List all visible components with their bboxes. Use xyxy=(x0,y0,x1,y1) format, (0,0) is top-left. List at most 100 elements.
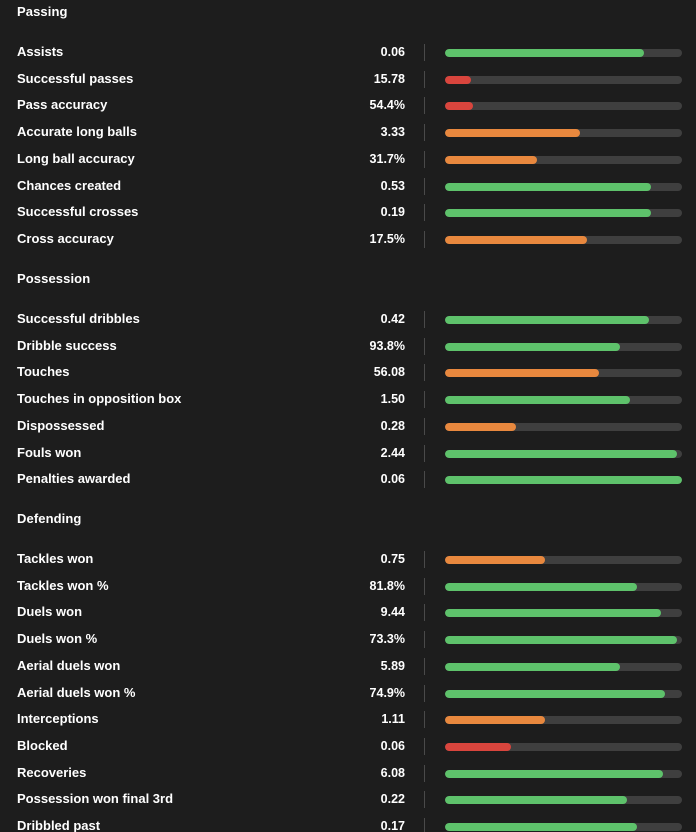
percentile-bar-fill xyxy=(445,75,472,84)
stat-row[interactable]: Long ball accuracy 31.7% xyxy=(0,146,696,173)
stats-section-possession: Possession Successful dribbles 0.42 Dribble… xyxy=(0,267,696,489)
stat-value: 3.33 xyxy=(380,125,405,140)
stat-label: Accurate long balls xyxy=(17,124,137,140)
stat-row[interactable]: Assists 0.06 xyxy=(0,39,696,66)
percentile-bar-track xyxy=(445,102,682,111)
stat-label: Duels won xyxy=(17,604,83,620)
stat-value: 74.9% xyxy=(369,685,405,700)
percentile-bar-track xyxy=(445,129,682,138)
stat-value: 2.44 xyxy=(380,445,405,460)
percentile-bar-fill xyxy=(445,449,678,458)
row-divider xyxy=(424,818,425,832)
row-divider xyxy=(424,364,425,382)
percentile-bar-fill xyxy=(445,742,512,751)
stat-row[interactable]: Cross accuracy 17.5% xyxy=(0,226,696,253)
row-divider xyxy=(424,631,425,649)
row-divider xyxy=(424,177,425,195)
stat-value: 0.75 xyxy=(380,552,405,566)
stat-row[interactable]: Dispossessed 0.28 xyxy=(0,413,696,440)
stat-value: 0.22 xyxy=(380,792,405,807)
stat-row[interactable]: Dribble success 93.8% xyxy=(0,333,696,360)
percentile-bar-track xyxy=(445,556,682,564)
row-divider xyxy=(424,711,425,729)
row-divider xyxy=(424,471,425,489)
stat-label: Successful crosses xyxy=(17,204,139,220)
percentile-bar-fill xyxy=(445,235,588,244)
stat-row[interactable]: Dribbled past 0.17 xyxy=(0,813,696,832)
stat-value: 5.89 xyxy=(380,658,405,673)
row-divider xyxy=(424,791,425,809)
row-divider xyxy=(424,150,425,168)
percentile-bar-fill xyxy=(445,129,581,138)
stat-row[interactable]: Tackles won 0.75 xyxy=(0,546,696,573)
stat-row[interactable]: Tackles won % 81.8% xyxy=(0,573,696,600)
stat-row[interactable]: Touches in opposition box 1.50 xyxy=(0,386,696,413)
stat-row[interactable]: Possession won final 3rd 0.22 xyxy=(0,786,696,813)
stat-label: Tackles won % xyxy=(17,577,109,593)
row-divider xyxy=(424,337,425,355)
stat-label: Aerial duels won xyxy=(17,657,121,673)
stat-row[interactable]: Penalties awarded 0.06 xyxy=(0,466,696,493)
percentile-bar-track xyxy=(445,449,682,458)
stat-row[interactable]: Pass accuracy 54.4% xyxy=(0,92,696,119)
percentile-bar-track xyxy=(445,716,682,725)
stat-value: 15.78 xyxy=(373,71,405,86)
stat-row[interactable]: Fouls won 2.44 xyxy=(0,440,696,467)
stat-label: Fouls won xyxy=(17,444,82,460)
stat-value: 1.11 xyxy=(381,712,405,727)
stat-row[interactable]: Successful dribbles 0.42 xyxy=(0,306,696,333)
row-divider xyxy=(424,391,425,409)
row-divider xyxy=(424,44,425,61)
percentile-bar-track xyxy=(445,636,682,645)
percentile-bar-fill xyxy=(445,796,628,805)
percentile-bar-fill xyxy=(445,182,652,191)
percentile-bar-fill xyxy=(445,689,666,698)
stat-row[interactable]: Successful passes 15.78 xyxy=(0,66,696,93)
stat-row[interactable]: Duels won 9.44 xyxy=(0,599,696,626)
stat-row[interactable]: Interceptions 1.11 xyxy=(0,706,696,733)
stat-label: Successful passes xyxy=(17,70,134,86)
stat-value: 31.7% xyxy=(369,151,405,166)
percentile-bar-track xyxy=(445,75,682,84)
stat-row[interactable]: Chances created 0.53 xyxy=(0,173,696,200)
row-divider xyxy=(424,657,425,675)
percentile-bar-track xyxy=(445,342,682,351)
stat-value: 0.53 xyxy=(380,178,405,193)
stat-label: Interceptions xyxy=(17,711,99,727)
percentile-bar-fill xyxy=(445,422,517,431)
stat-label: Pass accuracy xyxy=(17,97,108,113)
percentile-bar-track xyxy=(445,396,682,405)
stat-value: 17.5% xyxy=(369,231,405,246)
stat-value: 1.50 xyxy=(380,392,405,407)
percentile-bar-fill xyxy=(445,369,600,378)
percentile-bar-track xyxy=(445,823,682,831)
stat-label: Touches xyxy=(17,364,70,380)
row-divider xyxy=(424,444,425,462)
row-divider xyxy=(424,764,425,782)
percentile-bar-track xyxy=(445,155,682,164)
stat-value: 0.19 xyxy=(380,205,405,220)
percentile-bar-fill xyxy=(445,316,649,324)
percentile-bar-track xyxy=(445,182,682,191)
percentile-bar-fill xyxy=(445,769,664,778)
stats-section-passing: Passing Assists 0.06 Successful passes 15.78… xyxy=(0,0,696,248)
stat-label: Dribble success xyxy=(17,337,117,353)
percentile-bar-fill xyxy=(445,662,621,671)
stat-value: 81.8% xyxy=(369,578,405,593)
section-title: Possession xyxy=(17,271,91,286)
row-divider xyxy=(424,97,425,115)
stat-row[interactable]: Aerial duels won % 74.9% xyxy=(0,680,696,707)
stat-row[interactable]: Aerial duels won 5.89 xyxy=(0,653,696,680)
stat-row[interactable]: Accurate long balls 3.33 xyxy=(0,119,696,146)
stat-value: 0.06 xyxy=(380,472,405,487)
stat-label: Penalties awarded xyxy=(17,471,131,487)
stat-row[interactable]: Touches 56.08 xyxy=(0,359,696,386)
row-divider xyxy=(424,551,425,568)
stat-row[interactable]: Blocked 0.06 xyxy=(0,733,696,760)
stat-value: 54.4% xyxy=(369,98,405,113)
percentile-bar-fill xyxy=(445,823,637,831)
stat-row[interactable]: Successful crosses 0.19 xyxy=(0,199,696,226)
stat-label: Dispossessed xyxy=(17,417,105,433)
stat-row[interactable]: Duels won % 73.3% xyxy=(0,626,696,653)
stat-row[interactable]: Recoveries 6.08 xyxy=(0,760,696,787)
